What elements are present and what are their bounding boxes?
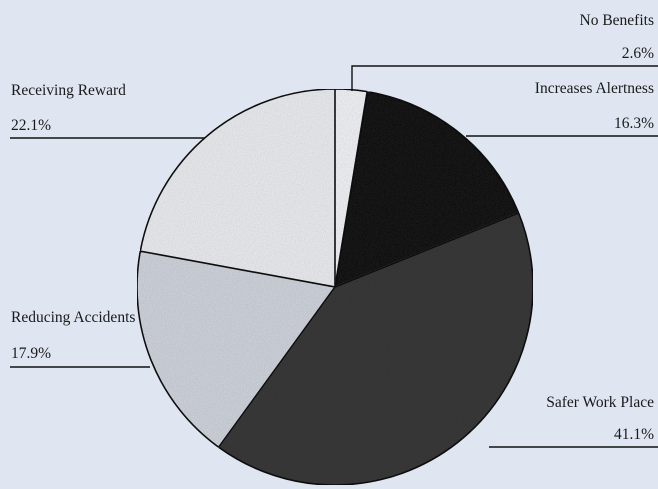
slice-label-safer-work-place: Safer Work Place — [546, 394, 654, 411]
slice-label-no-benefits: No Benefits — [580, 12, 654, 29]
pie-callouts: No Benefits 2.6% Increases Alertness 16.3% S… — [10, 12, 658, 448]
slice-label-increases-alertness: Increases Alertness — [535, 80, 654, 97]
slice-value-increases-alertness: 16.3% — [614, 115, 654, 132]
pie-slice-receiving-reward — [139, 88, 336, 288]
pie-slices — [136, 88, 534, 486]
slice-label-reducing-accidents: Reducing Accidents — [11, 309, 135, 326]
slice-value-reducing-accidents: 17.9% — [11, 345, 51, 362]
slice-value-no-benefits: 2.6% — [622, 45, 654, 62]
pie-slice-safer-work-place — [217, 211, 534, 486]
slice-label-receiving-reward: Receiving Reward — [11, 82, 126, 99]
slice-value-safer-work-place: 41.1% — [614, 426, 654, 443]
pie-slice-increases-alertness — [333, 90, 520, 289]
pie-slice-reducing-accidents — [136, 250, 337, 449]
leader-line-no-benefits — [351, 65, 658, 91]
slice-value-receiving-reward: 22.1% — [11, 117, 51, 134]
